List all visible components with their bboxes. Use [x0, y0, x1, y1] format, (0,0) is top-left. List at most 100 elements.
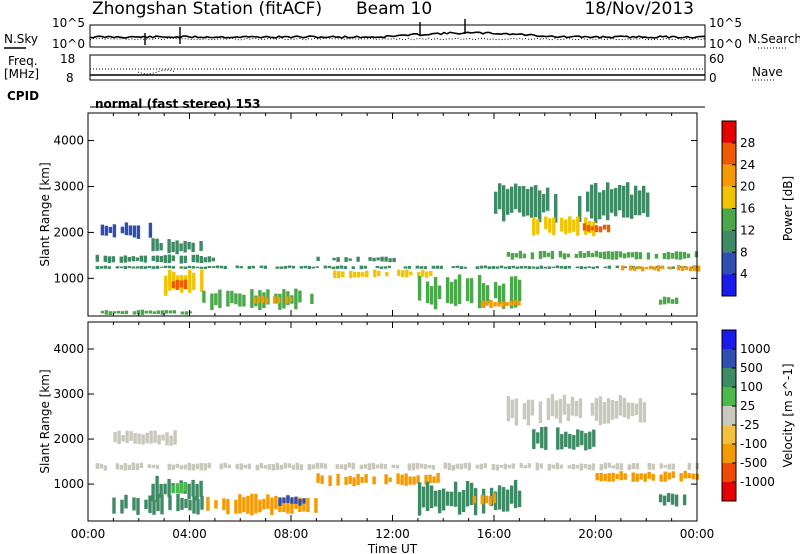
data-cell: [175, 240, 179, 255]
data-cell: [563, 265, 567, 269]
y-axis-label: Slant Range [km]: [38, 162, 52, 266]
data-cell: [507, 464, 511, 469]
data-cell: [124, 494, 128, 509]
data-cell: [348, 258, 352, 261]
data-cell: [660, 265, 665, 270]
data-cell: [175, 483, 180, 493]
data-cell: [582, 252, 587, 258]
data-cell: [128, 225, 133, 236]
nsky-tick-bottom: 10^0: [52, 37, 85, 51]
data-cell: [632, 266, 637, 271]
data-cell: [560, 434, 564, 450]
data-cell: [250, 289, 254, 308]
data-cell: [176, 493, 180, 512]
data-cell: [663, 465, 667, 468]
colorbar-tick-label: 100: [740, 380, 763, 394]
data-cell: [196, 499, 200, 515]
data-cell: [168, 495, 172, 511]
data-cell: [598, 252, 603, 258]
data-cell: [614, 401, 619, 419]
data-cell: [598, 226, 603, 233]
data-cell: [363, 464, 367, 469]
data-cell: [598, 396, 603, 426]
data-cell: [188, 269, 192, 293]
data-cell: [635, 473, 639, 482]
data-cell: [618, 251, 623, 258]
data-cell: [510, 399, 515, 419]
data-cell: [267, 464, 271, 470]
data-cell: [670, 252, 675, 259]
data-cell: [179, 266, 183, 269]
data-cell: [171, 485, 176, 493]
data-cell: [591, 266, 595, 269]
data-cell: [646, 252, 651, 260]
data-cell: [415, 265, 419, 269]
data-cell: [469, 278, 474, 304]
data-cell: [159, 242, 163, 251]
data-cell: [124, 222, 129, 236]
data-cell: [539, 463, 543, 469]
data-cell: [635, 463, 639, 470]
data-cell: [343, 266, 347, 270]
data-cell: [191, 463, 195, 471]
data-cell: [667, 472, 671, 480]
data-cell: [119, 256, 123, 263]
colorbar-tick-label: 12: [740, 223, 755, 237]
data-cell: [214, 500, 218, 509]
data-cell: [120, 311, 125, 314]
data-cell: [180, 311, 185, 315]
data-cell: [539, 265, 543, 269]
data-cell: [509, 276, 514, 309]
data-cell: [425, 281, 430, 303]
data-cell: [411, 463, 415, 471]
data-cell: [155, 238, 159, 251]
data-cell: [234, 293, 238, 305]
data-cell: [155, 255, 159, 263]
data-cell: [566, 403, 571, 421]
data-cell: [388, 477, 392, 482]
data-cell: [630, 194, 634, 219]
data-cell: [469, 482, 474, 505]
data-cell: [148, 310, 153, 314]
data-cell: [579, 463, 583, 471]
data-cell: [127, 266, 131, 269]
data-cell: [449, 491, 454, 507]
data-cell: [662, 296, 667, 305]
data-cell: [112, 311, 117, 314]
data-cell: [489, 299, 493, 308]
data-cell: [332, 257, 336, 261]
y-tick-label: 2000: [53, 432, 84, 446]
data-cell: [319, 463, 323, 469]
data-cell: [282, 497, 286, 504]
data-cell: [642, 185, 646, 213]
data-cell: [123, 463, 127, 471]
data-cell: [171, 266, 175, 269]
data-cell: [433, 490, 438, 507]
data-cell: [602, 402, 607, 424]
data-cell: [647, 463, 651, 470]
data-cell: [437, 285, 442, 299]
data-cell: [480, 494, 484, 505]
data-cell: [499, 465, 503, 468]
data-cell: [630, 402, 635, 417]
data-cell: [206, 496, 210, 511]
colorbar-label: Velocity [m s^-1]: [781, 363, 795, 467]
data-cell: [663, 471, 667, 482]
data-cell: [522, 253, 527, 259]
data-cell: [117, 430, 121, 445]
colorbar-tick-label: 8: [740, 245, 748, 259]
data-cell: [336, 257, 340, 262]
data-cell: [179, 280, 184, 288]
data-cell: [121, 435, 125, 442]
colorbar-segment: [722, 463, 736, 482]
data-cell: [417, 482, 422, 516]
data-cell: [662, 495, 667, 506]
data-cell: [658, 494, 663, 503]
data-cell: [275, 266, 279, 269]
data-cell: [562, 253, 567, 260]
data-cell: [652, 266, 657, 271]
data-cell: [536, 219, 540, 235]
data-cell: [199, 241, 203, 251]
data-cell: [199, 463, 203, 471]
data-cell: [538, 401, 543, 423]
